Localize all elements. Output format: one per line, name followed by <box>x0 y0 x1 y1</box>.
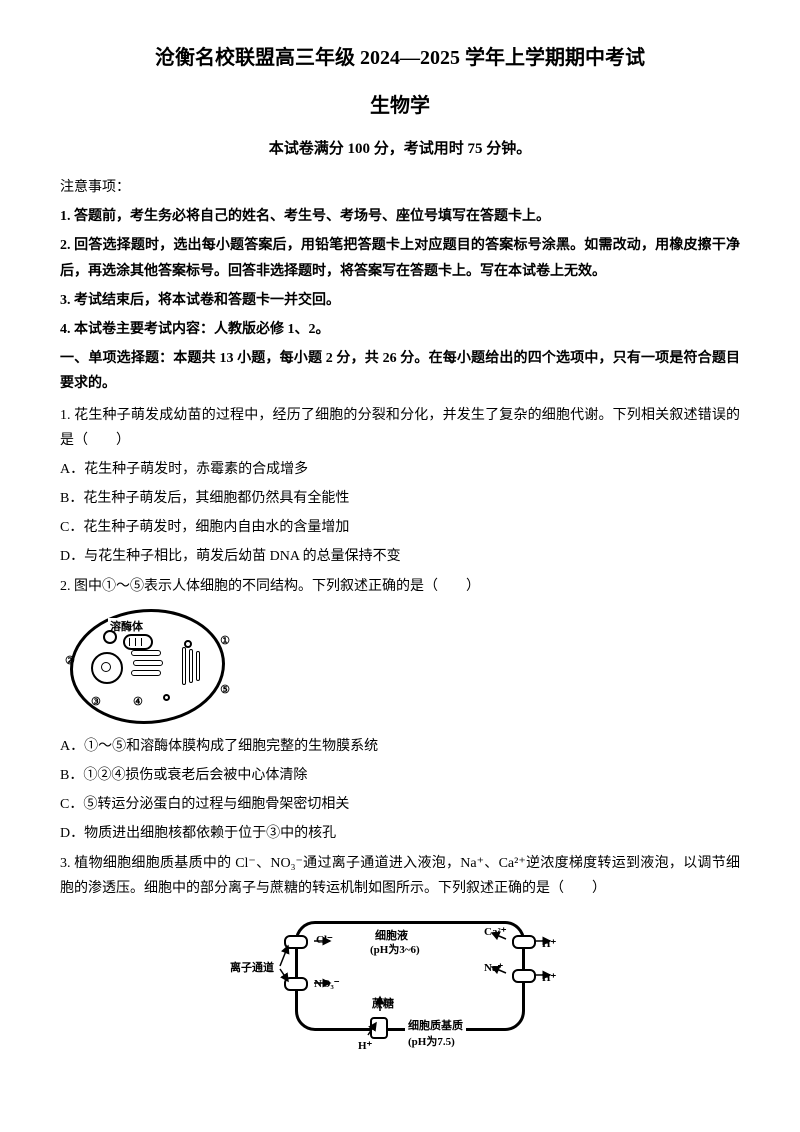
question-2-option-a: A．①～⑤和溶酶体膜构成了细胞完整的生物膜系统 <box>60 734 740 759</box>
label-5: ⑤ <box>220 681 230 701</box>
sucrose-channel-icon <box>370 1017 388 1039</box>
cell-diagram: 溶酶体 ① ② ③ ④ ⑤ <box>70 609 225 724</box>
notice-item-3: 3. 考试结束后，将本试卷和答题卡一并交回。 <box>60 288 740 313</box>
ca-label: Ca²⁺ <box>484 923 507 943</box>
label-2: ② <box>65 652 75 672</box>
question-3-stem: 3. 植物细胞细胞质基质中的 Cl⁻、NO₃⁻通过离子通道进入液泡，Na⁺、Ca… <box>60 851 740 901</box>
er-icon <box>131 650 165 690</box>
notice-item-1: 1. 答题前，考生务必将自己的姓名、考生号、考场号、座位号填写在答题卡上。 <box>60 204 740 229</box>
notice-header: 注意事项： <box>60 175 740 200</box>
question-1-option-b: B．花生种子萌发后，其细胞都仍然具有全能性 <box>60 486 740 511</box>
section-1-header: 一、单项选择题：本题共 13 小题，每小题 2 分，共 26 分。在每小题给出的… <box>60 346 740 396</box>
cl-label: Cl⁻ <box>316 931 333 951</box>
label-3: ③ <box>91 693 101 713</box>
notice-item-4: 4. 本试卷主要考试内容：人教版必修 1、2。 <box>60 317 740 342</box>
lysosome-icon <box>103 630 117 644</box>
vesicle-2-icon <box>163 694 170 701</box>
question-3-figure: 细胞液 (pH为3~6) 细胞质基质 (pH为7.5) 离子通道 Cl⁻ NO₃… <box>230 911 570 1051</box>
h3-label: H⁺ <box>358 1037 372 1057</box>
main-title: 沧衡名校联盟高三年级 2024—2025 学年上学期期中考试 <box>60 40 740 76</box>
na-channel-icon <box>512 969 536 983</box>
sucrose-label: 蔗糖 <box>372 995 394 1015</box>
question-1-option-d: D．与花生种子相比，萌发后幼苗 DNA 的总量保持不变 <box>60 544 740 569</box>
label-1: ① <box>220 632 230 652</box>
no3-label: NO₃⁻ <box>314 975 340 995</box>
question-2-option-b: B．①②④损伤或衰老后会被中心体清除 <box>60 763 740 788</box>
ph1-label: (pH为3~6) <box>370 941 420 961</box>
exam-info: 本试卷满分 100 分，考试用时 75 分钟。 <box>60 136 740 163</box>
question-2-figure: 溶酶体 ① ② ③ ④ ⑤ <box>70 609 740 724</box>
mitochondrion-icon <box>123 634 153 650</box>
subject-title: 生物学 <box>60 88 740 124</box>
h2-label: H⁺ <box>542 969 556 989</box>
question-2-stem: 2. 图中①～⑤表示人体细胞的不同结构。下列叙述正确的是（ ） <box>60 574 740 599</box>
h1-label: H⁺ <box>542 935 556 955</box>
question-1-option-c: C．花生种子萌发时，细胞内自由水的含量增加 <box>60 515 740 540</box>
question-2-option-d: D．物质进出细胞核都依赖于位于③中的核孔 <box>60 821 740 846</box>
notice-item-2: 2. 回答选择题时，选出每小题答案后，用铅笔把答题卡上对应题目的答案标号涂黑。如… <box>60 233 740 283</box>
label-4: ④ <box>133 693 143 713</box>
no3-channel-icon <box>284 977 308 991</box>
cl-channel-icon <box>284 935 308 949</box>
golgi-icon <box>176 647 204 689</box>
ph2-label: (pH为7.5) <box>408 1033 455 1053</box>
na-label: Na⁺ <box>484 959 503 979</box>
question-2-option-c: C．⑤转运分泌蛋白的过程与细胞骨架密切相关 <box>60 792 740 817</box>
question-1-option-a: A．花生种子萌发时，赤霉素的合成增多 <box>60 457 740 482</box>
ca-channel-icon <box>512 935 536 949</box>
nucleus-icon <box>91 652 123 684</box>
question-1-stem: 1. 花生种子萌发成幼苗的过程中，经历了细胞的分裂和分化，并发生了复杂的细胞代谢… <box>60 403 740 453</box>
ion-channel-label: 离子通道 <box>230 959 274 979</box>
vesicle-1-icon <box>184 640 192 648</box>
